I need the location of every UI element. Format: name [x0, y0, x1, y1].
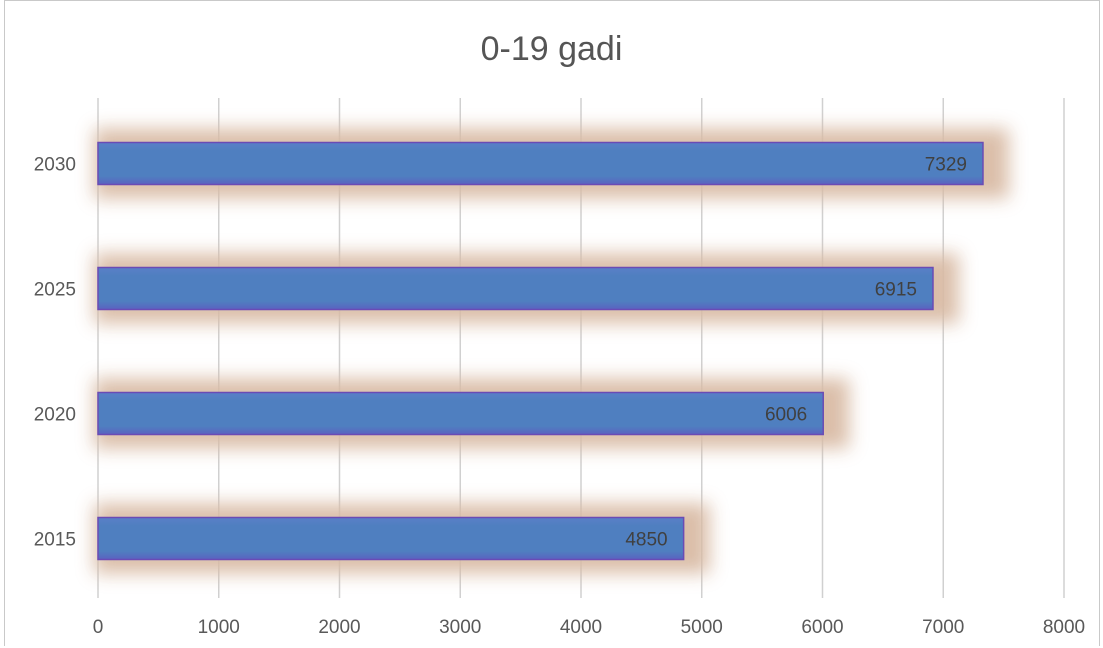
x-tick-label: 2000 — [318, 617, 360, 638]
x-tick-label: 8000 — [1043, 617, 1085, 638]
x-tick-label: 1000 — [198, 617, 240, 638]
x-tick-label: 5000 — [681, 617, 723, 638]
chart-title: 0-19 gadi — [480, 30, 623, 68]
y-tick-label: 2030 — [34, 155, 76, 176]
x-tick-label: 7000 — [922, 617, 964, 638]
data-label: 7329 — [925, 155, 967, 176]
data-label: 6006 — [765, 405, 807, 426]
bar — [97, 266, 934, 311]
y-tick-label: 2025 — [34, 280, 76, 301]
data-label: 4850 — [625, 530, 667, 551]
y-tick-label: 2020 — [34, 405, 76, 426]
bar — [97, 141, 984, 186]
x-tick-label: 0 — [93, 617, 104, 638]
bar — [97, 516, 685, 561]
bar — [97, 391, 824, 436]
x-tick-label: 3000 — [439, 617, 481, 638]
x-tick-label: 4000 — [560, 617, 602, 638]
chart-border — [4, 0, 1100, 646]
y-tick-label: 2015 — [34, 530, 76, 551]
data-label: 6915 — [875, 280, 917, 301]
x-tick-label: 6000 — [801, 617, 843, 638]
